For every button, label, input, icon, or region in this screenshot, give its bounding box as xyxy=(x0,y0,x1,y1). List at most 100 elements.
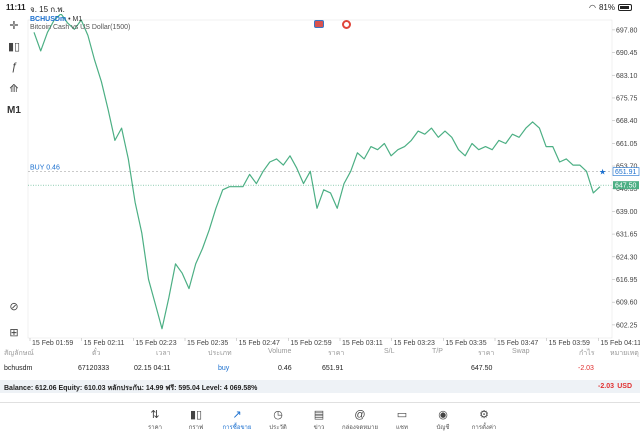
current-price-tag-box xyxy=(613,181,639,190)
table-row[interactable]: bchusdm 67120333 02.15 04:11 buy 0.46 65… xyxy=(0,365,640,376)
function-icon[interactable]: ƒ xyxy=(10,61,18,73)
nav-account[interactable]: ◉ บัญชี xyxy=(423,408,463,432)
y-tick-label: 631.65 xyxy=(616,232,638,239)
nav-history[interactable]: ◷ ประวัติ xyxy=(258,408,298,432)
nav-mailbox[interactable]: @ กล่องจดหมาย xyxy=(340,408,380,432)
y-tick-label: 697.80 xyxy=(616,27,638,34)
y-tick-label: 661.05 xyxy=(616,141,638,148)
x-tick-label: 15 Feb 02:11 xyxy=(84,340,125,347)
row-current: 647.50 xyxy=(471,365,493,372)
status-time: 11:11 xyxy=(6,3,26,12)
settings-icon: ⚙ xyxy=(479,409,489,421)
y-tick-label: 639.00 xyxy=(616,209,638,216)
chart-title: BCHUSDm • M1 xyxy=(30,16,83,23)
nav-quotes[interactable]: ⇅ ราคา xyxy=(135,408,175,432)
y-tick-label: 690.45 xyxy=(616,50,638,57)
chart-description: Bitcoin Cash vs US Dollar(1500) xyxy=(30,24,131,31)
x-tick-label: 15 Feb 02:59 xyxy=(290,340,331,347)
y-tick-label: 609.60 xyxy=(616,300,638,307)
nav-label: การซื้อขาย xyxy=(222,425,252,431)
balance-currency: USD xyxy=(617,383,632,390)
y-tick-label: 646.35 xyxy=(616,186,638,193)
header-ticket: ตั๋ว xyxy=(92,350,101,357)
buy-level-label: BUY 0.46 xyxy=(30,165,60,172)
chat-icon: ▭ xyxy=(396,409,408,421)
header-time: เวลา xyxy=(156,350,171,357)
row-profit: -2.03 xyxy=(578,365,594,372)
nav-settings[interactable]: ⚙ การตั้งค่า xyxy=(464,408,504,432)
header-price: ราคา xyxy=(328,350,345,357)
history-icon: ◷ xyxy=(273,409,283,421)
one-click-trading-icon[interactable] xyxy=(314,20,324,28)
row-ticket: 67120333 xyxy=(78,365,110,372)
trade-table-header: สัญลักษณ์ ตั๋ว เวลา ประเภท Volume ราคา S… xyxy=(0,348,640,359)
x-tick-label: 15 Feb 02:35 xyxy=(187,340,228,347)
bottom-nav: ⇅ ราคา ▮▯ กราฟ ↗ การซื้อขาย ◷ ประวัติ ▤ … xyxy=(0,402,640,447)
nav-label: ข่าว xyxy=(313,425,325,431)
wifi-icon: ◠ xyxy=(589,3,596,12)
chart-area[interactable]: 697.80 690.45 683.10 675.75 668.40 661.05 653.… xyxy=(0,14,640,348)
order-price-tag-box xyxy=(612,167,640,176)
header-type: ประเภท xyxy=(208,350,232,357)
nav-charts[interactable]: ▮▯ กราฟ xyxy=(176,408,216,432)
x-tick-label: 15 Feb 03:35 xyxy=(445,340,486,347)
y-tick-label: 602.25 xyxy=(616,322,638,329)
y-tick-label: 653.70 xyxy=(616,164,638,171)
nav-label: ประวัติ xyxy=(269,425,287,431)
nav-trade[interactable]: ↗ การซื้อขาย xyxy=(217,408,257,432)
order-star-icon: ★ xyxy=(599,168,606,177)
x-tick-label: 15 Feb 02:47 xyxy=(239,340,280,347)
x-tick-label: 15 Feb 03:47 xyxy=(497,340,538,347)
chart-timeframe: M1 xyxy=(72,16,83,23)
x-tick-label: 15 Feb 02:23 xyxy=(135,340,176,347)
battery-icon xyxy=(618,4,632,11)
arrows-updown-icon: ⇅ xyxy=(150,409,160,421)
zoom-icon[interactable]: ⊘ xyxy=(9,300,19,313)
header-volume: Volume xyxy=(268,348,292,355)
balance-profit: -2.03 xyxy=(598,383,614,390)
y-tick-label: 616.95 xyxy=(616,277,638,284)
status-date: จ. 15 ก.พ. xyxy=(30,5,65,14)
objects-icon[interactable]: ⟰ xyxy=(9,82,19,95)
candles-icon[interactable]: ▮▯ xyxy=(7,40,21,53)
order-price-tag: 651.91 xyxy=(615,169,637,176)
row-volume: 0.46 xyxy=(278,365,292,372)
x-tick-label: 15 Feb 04:11 xyxy=(600,340,640,347)
news-icon: ▤ xyxy=(313,409,325,421)
candles-icon: ▮▯ xyxy=(189,409,203,421)
nav-news[interactable]: ▤ ข่าว xyxy=(299,408,339,432)
mailbox-icon: @ xyxy=(354,409,366,421)
left-toolbar: ✛ ▮▯ ƒ ⟰ M1 ⊘ ⊞ xyxy=(0,14,28,340)
price-chart[interactable]: 697.80 690.45 683.10 675.75 668.40 661.05 653.… xyxy=(0,14,640,348)
y-tick-label: 683.10 xyxy=(616,73,638,80)
header-comment: หมายเหตุ xyxy=(610,350,639,357)
current-price-tag: 647.50 xyxy=(615,183,637,190)
chart-top-icons xyxy=(314,20,351,29)
status-right: ◠ 81% xyxy=(589,3,632,12)
timeframe-button[interactable]: M1 xyxy=(7,104,21,116)
crosshair-icon[interactable]: ✛ xyxy=(9,19,19,32)
nav-chat[interactable]: ▭ แชท xyxy=(382,408,422,432)
row-time: 02.15 04:11 xyxy=(134,365,171,372)
header-profit: กำไร xyxy=(579,350,595,357)
price-series-line xyxy=(33,14,601,330)
balance-text: Balance: 612.06 Equity: 610.03 หลักประกั… xyxy=(4,385,258,392)
y-tick-label: 668.40 xyxy=(616,118,638,125)
header-symbol: สัญลักษณ์ xyxy=(4,350,34,357)
battery-percent: 81% xyxy=(598,3,615,12)
plot-frame xyxy=(27,19,613,339)
chart-symbol: BCHUSDm xyxy=(30,16,67,23)
trade-chart-icon: ↗ xyxy=(232,409,242,421)
x-tick-label: 15 Feb 03:23 xyxy=(394,340,435,347)
x-tick-label: 15 Feb 01:59 xyxy=(32,340,73,347)
indicator-icon[interactable] xyxy=(342,20,351,29)
x-tick-label: 15 Feb 03:59 xyxy=(549,340,590,347)
row-type: buy xyxy=(218,365,230,372)
y-tick-label: 675.75 xyxy=(616,95,638,102)
account-icon: ◉ xyxy=(438,409,448,421)
nav-label: ราคา xyxy=(148,425,162,431)
add-order-icon[interactable]: ⊞ xyxy=(9,326,19,339)
row-price: 651.91 xyxy=(322,365,344,372)
nav-label: การตั้งค่า xyxy=(471,425,497,431)
balance-bar: Balance: 612.06 Equity: 610.03 หลักประกั… xyxy=(0,380,640,393)
